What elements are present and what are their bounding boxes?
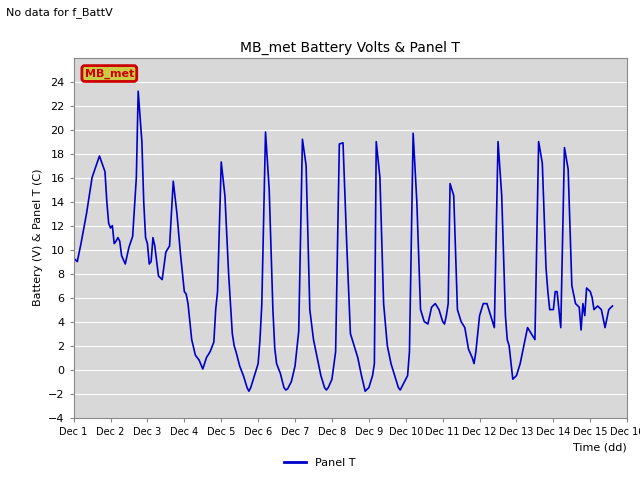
Title: MB_met Battery Volts & Panel T: MB_met Battery Volts & Panel T [241, 41, 460, 55]
Legend: Panel T: Panel T [280, 453, 360, 472]
Text: No data for f_BattV: No data for f_BattV [6, 7, 113, 18]
Text: MB_met: MB_met [84, 68, 134, 79]
Y-axis label: Battery (V) & Panel T (C): Battery (V) & Panel T (C) [33, 169, 42, 306]
X-axis label: Time (dd): Time (dd) [573, 442, 627, 452]
